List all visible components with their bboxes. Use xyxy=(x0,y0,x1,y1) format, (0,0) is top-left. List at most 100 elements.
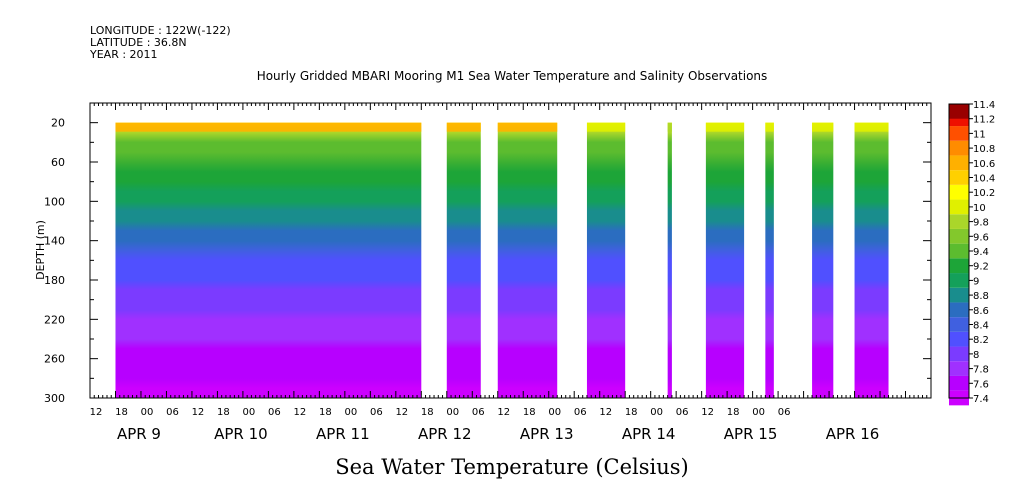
colorbar-swatch xyxy=(949,317,969,332)
colorbar-swatch xyxy=(949,199,969,215)
x-hour-label: 06 xyxy=(370,407,383,418)
x-hour-label: 18 xyxy=(319,407,332,418)
x-hour-label: 12 xyxy=(192,407,205,418)
colorbar-swatch xyxy=(949,170,969,185)
y-tick-label: 260 xyxy=(44,353,65,366)
longitude-label: LONGITUDE : 122W(-122) xyxy=(90,24,231,37)
data-segment xyxy=(812,122,834,399)
colorbar-tick-label: 9 xyxy=(973,276,979,287)
colorbar-tick-label: 8.2 xyxy=(973,335,989,346)
surface-band xyxy=(586,122,626,132)
chart-title: Hourly Gridded MBARI Mooring M1 Sea Wate… xyxy=(257,69,768,83)
colorbar-tick-label: 11.2 xyxy=(973,115,995,126)
colorbar-swatch xyxy=(949,126,969,141)
colorbar-tick-label: 10.2 xyxy=(973,188,995,199)
colorbar-swatch xyxy=(949,258,969,274)
surface-band xyxy=(705,122,745,132)
colorbar-tick-label: 9.8 xyxy=(973,218,989,229)
x-day-label: APR 14 xyxy=(622,425,676,443)
x-hour-label: 00 xyxy=(548,407,561,418)
x-hour-label: 18 xyxy=(217,407,230,418)
x-hour-label: 00 xyxy=(243,407,256,418)
x-hour-label: 12 xyxy=(90,407,103,418)
x-hour-label: 12 xyxy=(395,407,408,418)
colorbar-tick-label: 10 xyxy=(973,203,986,214)
x-hour-label: 06 xyxy=(472,407,485,418)
x-day-label: APR 16 xyxy=(826,425,880,443)
colorbar-swatch xyxy=(949,243,969,259)
colorbar-swatch xyxy=(949,273,969,288)
x-hour-label: 12 xyxy=(701,407,714,418)
colorbar-tick-label: 10.6 xyxy=(973,159,995,170)
data-segment xyxy=(115,122,422,399)
x-hour-label: 00 xyxy=(344,407,357,418)
colorbar-tick-label: 9.6 xyxy=(973,232,989,243)
data-segment xyxy=(667,122,672,399)
colorbar-swatch xyxy=(949,302,969,318)
x-hour-label: 00 xyxy=(650,407,663,418)
y-tick-label: 60 xyxy=(51,156,65,169)
colorbar-swatch xyxy=(949,140,969,156)
y-tick-label: 180 xyxy=(44,274,65,287)
surface-band xyxy=(115,122,422,132)
year-label: YEAR : 2011 xyxy=(90,48,158,61)
data-segment xyxy=(446,122,481,399)
x-hour-label: 00 xyxy=(446,407,459,418)
colorbar-swatch xyxy=(949,155,969,171)
colorbar-swatch xyxy=(949,184,969,200)
x-hour-label: 06 xyxy=(166,407,179,418)
x-hour-label: 00 xyxy=(752,407,765,418)
surface-band xyxy=(667,122,672,132)
colorbar-label: Sea Water Temperature (Celsius) xyxy=(335,455,689,479)
colorbar-tick-label: 9.2 xyxy=(973,262,989,273)
y-tick-label: 220 xyxy=(44,313,65,326)
colorbar-tick-label: 10.8 xyxy=(973,144,995,155)
surface-band xyxy=(497,122,558,132)
colorbar-tick-label: 11.4 xyxy=(973,100,995,111)
surface-band xyxy=(812,122,834,132)
x-hour-label: 12 xyxy=(497,407,510,418)
data-segment xyxy=(705,122,745,399)
data-segment xyxy=(586,122,626,399)
latitude-label: LATITUDE : 36.8N xyxy=(90,36,187,49)
data-segment xyxy=(765,122,774,399)
colorbar-swatch xyxy=(949,361,969,376)
surface-band xyxy=(854,122,889,132)
colorbar-tick-label: 7.6 xyxy=(973,379,989,390)
x-day-label: APR 10 xyxy=(214,425,268,443)
surface-band xyxy=(765,122,774,132)
colorbar-swatch xyxy=(949,331,969,347)
x-day-label: APR 12 xyxy=(418,425,472,443)
colorbar-tick-label: 8.6 xyxy=(973,306,989,317)
x-hour-label: 12 xyxy=(294,407,307,418)
x-hour-label: 18 xyxy=(421,407,434,418)
colorbar-swatch xyxy=(949,287,969,303)
x-day-label: APR 11 xyxy=(316,425,370,443)
colorbar-tick-label: 9.4 xyxy=(973,247,989,258)
x-hour-label: 18 xyxy=(523,407,536,418)
x-hour-label: 12 xyxy=(599,407,612,418)
colorbar-tick-label: 11 xyxy=(973,129,986,140)
colorbar-tick-label: 8.8 xyxy=(973,291,989,302)
y-tick-label: 140 xyxy=(44,235,65,248)
colorbar-swatch xyxy=(949,375,969,391)
y-tick-label: 20 xyxy=(51,117,65,130)
colorbar-tick-label: 7.8 xyxy=(973,365,989,376)
colorbar-swatch xyxy=(949,346,969,362)
colorbar-swatch xyxy=(949,214,969,229)
colorbar-swatch xyxy=(949,228,969,244)
x-day-label: APR 13 xyxy=(520,425,574,443)
colorbar-tick-label: 8 xyxy=(973,350,979,361)
x-day-label: APR 15 xyxy=(724,425,778,443)
y-tick-label: 300 xyxy=(44,392,65,405)
colorbar-swatch xyxy=(949,104,969,119)
data-segment xyxy=(497,122,558,399)
colorbar-tick-label: 10.4 xyxy=(973,174,995,185)
x-hour-label: 18 xyxy=(625,407,638,418)
y-axis-label: DEPTH (m) xyxy=(34,220,47,280)
x-hour-label: 06 xyxy=(574,407,587,418)
x-day-label: APR 9 xyxy=(117,425,161,443)
colorbar-tick-label: 7.4 xyxy=(973,394,989,405)
x-hour-label: 06 xyxy=(676,407,689,418)
x-hour-label: 18 xyxy=(727,407,740,418)
